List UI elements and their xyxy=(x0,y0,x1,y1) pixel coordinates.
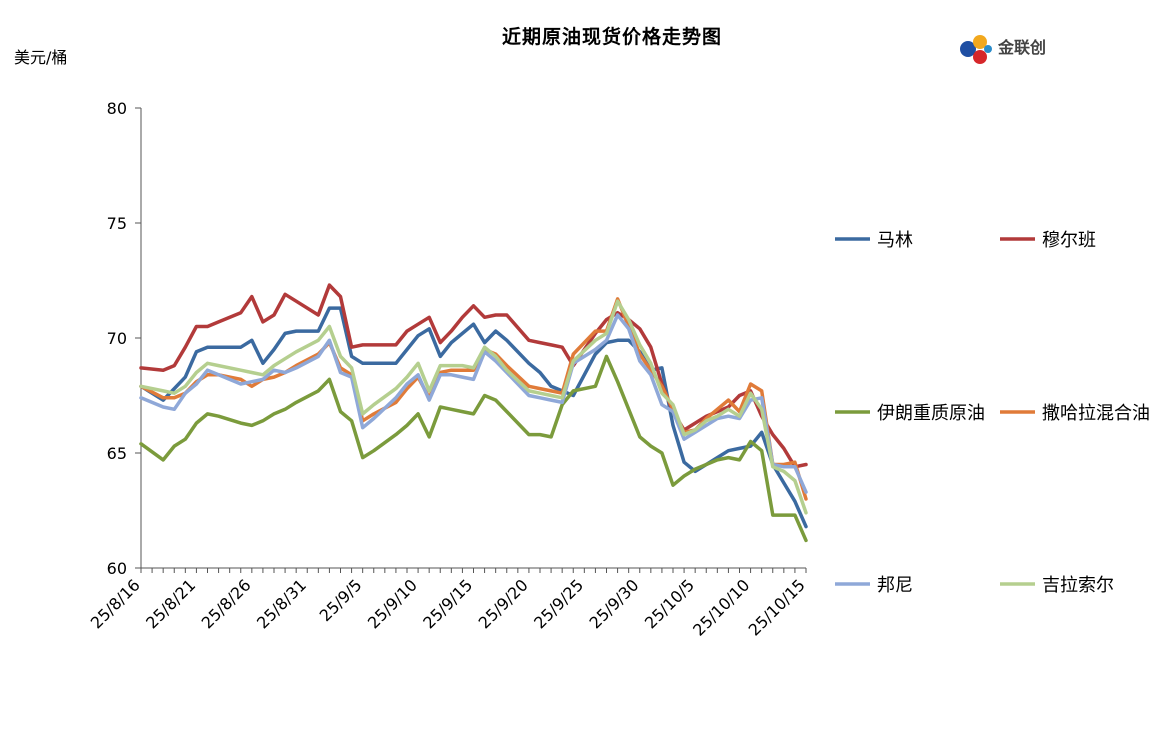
series-line-5 xyxy=(139,313,808,494)
x-tick-label: 25/8/31 xyxy=(253,575,310,632)
chart-series-lines xyxy=(139,283,808,543)
legend-label: 伊朗重质原油 xyxy=(877,403,985,424)
x-tick-label: 25/10/10 xyxy=(689,575,753,639)
y-tick-label: 80 xyxy=(107,99,127,118)
legend-label: 撒哈拉混合油 xyxy=(1042,403,1150,424)
legend-label: 马林 xyxy=(877,230,913,251)
x-tick-label: 25/8/16 xyxy=(87,575,144,632)
y-axis-unit-label: 美元/桶 xyxy=(14,48,68,67)
x-tick-label: 25/8/26 xyxy=(198,575,255,632)
x-tick-label: 25/9/15 xyxy=(419,575,476,632)
legend-label: 吉拉索尔 xyxy=(1042,575,1114,596)
series-line-6 xyxy=(139,299,808,515)
brand-logo-text: 金联创 xyxy=(998,38,1047,57)
series-line-4 xyxy=(139,297,808,501)
x-tick-label: 25/9/20 xyxy=(475,575,532,632)
series-line-3 xyxy=(139,354,808,543)
brand-logo: 金联创 xyxy=(958,30,1068,70)
series-line-2 xyxy=(139,283,808,469)
x-tick-label: 25/9/30 xyxy=(586,575,643,632)
x-tick-label: 25/10/5 xyxy=(641,575,698,632)
x-tick-label: 25/8/21 xyxy=(142,575,199,632)
chart-title: 近期原油现货价格走势图 xyxy=(501,26,722,48)
y-tick-label: 75 xyxy=(107,214,127,233)
brand-logo-icon xyxy=(960,35,992,64)
y-tick-label: 65 xyxy=(107,444,127,463)
x-tick-label: 25/9/25 xyxy=(530,575,587,632)
y-tick-label: 60 xyxy=(107,559,127,578)
x-tick-label: 25/10/15 xyxy=(745,575,809,639)
x-tick-label: 25/9/10 xyxy=(364,575,421,632)
legend-label: 邦尼 xyxy=(877,575,913,596)
y-tick-label: 70 xyxy=(107,329,127,348)
x-tick-label: 25/9/5 xyxy=(316,575,366,625)
legend-label: 穆尔班 xyxy=(1042,230,1096,251)
